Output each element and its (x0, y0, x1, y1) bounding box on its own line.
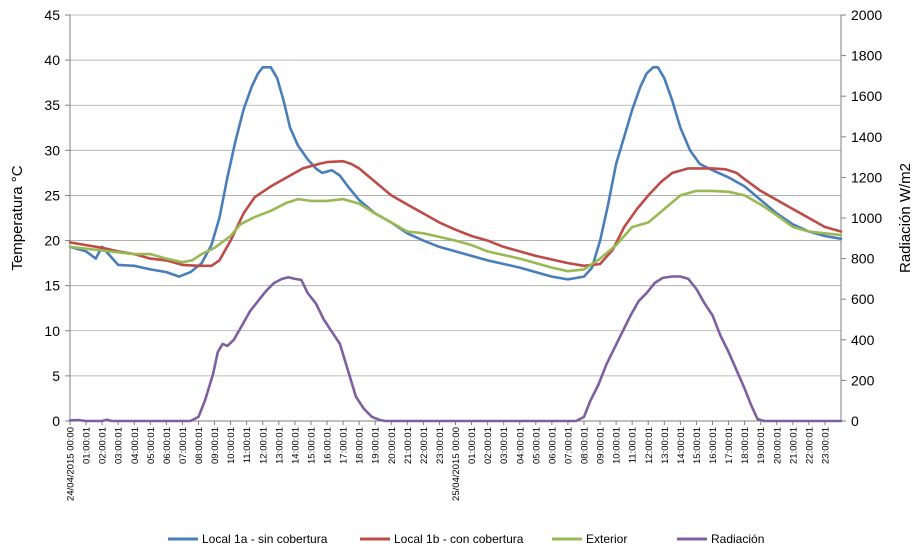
x-tick-label: 01:00:01 (82, 427, 93, 464)
x-tick-label: 07:00:01 (563, 427, 574, 464)
left-tick-label: 5 (52, 368, 60, 384)
right-tick-label: 400 (851, 332, 875, 348)
right-tick-label: 2000 (851, 7, 882, 23)
x-tick-label: 04:00:01 (515, 427, 526, 464)
x-tick-label: 03:00:01 (499, 427, 510, 464)
x-tick-label: 18:00:01 (355, 427, 366, 464)
x-tick-label: 19:00:01 (756, 427, 767, 464)
right-tick-label: 1800 (851, 48, 882, 64)
x-tick-label: 21:00:01 (788, 427, 799, 464)
right-tick-label: 200 (851, 372, 875, 388)
left-axis-ticks: 0 5 10 15 20 25 30 35 40 45 (44, 7, 70, 429)
x-tick-label: 06:00:01 (162, 427, 173, 464)
left-tick-label: 20 (44, 233, 60, 249)
x-tick-label: 05:00:01 (531, 427, 542, 464)
x-tick-label: 18:00:01 (740, 427, 751, 464)
x-tick-label: 21:00:01 (403, 427, 414, 464)
x-tick-label: 23:00:01 (820, 427, 831, 464)
x-tick-label: 07:00:01 (178, 427, 189, 464)
x-tick-label: 15:00:01 (306, 427, 317, 464)
x-tick-label: 20:00:01 (772, 427, 783, 464)
x-tick-label: 02:00:01 (483, 427, 494, 464)
legend-label: Local 1b - con cobertura (394, 532, 524, 546)
left-tick-label: 25 (44, 187, 60, 203)
right-tick-label: 1000 (851, 210, 882, 226)
x-tick-label: 11:00:01 (628, 427, 639, 463)
x-tick-label: 03:00:01 (114, 427, 125, 464)
x-tick-label: 24/04/2015 00:00 (66, 427, 77, 501)
x-tick-label: 22:00:01 (804, 427, 815, 464)
right-tick-label: 800 (851, 251, 875, 267)
legend: Local 1a - sin cobertura Local 1b - con c… (168, 532, 764, 546)
series-line-2 (68, 189, 843, 273)
x-tick-label: 09:00:01 (596, 427, 607, 464)
x-tick-label: 16:00:01 (323, 427, 334, 464)
series-line-0 (68, 66, 843, 281)
left-tick-label: 45 (44, 7, 60, 23)
left-tick-label: 35 (44, 97, 60, 113)
right-axis-ticks: 0 200 400 600 800 1000 1200 1400 1600 1800 2000 (841, 7, 882, 429)
x-tick-label: 25/04/2015 00:00 (451, 427, 462, 501)
legend-label: Local 1a - sin cobertura (202, 532, 328, 546)
x-tick-label: 15:00:01 (692, 427, 703, 464)
x-tick-label: 13:00:01 (660, 427, 671, 464)
x-tick-label: 05:00:01 (146, 427, 157, 464)
series-lines (68, 66, 843, 423)
x-tick-label: 13:00:01 (274, 427, 285, 464)
x-tick-label: 10:00:01 (612, 427, 623, 464)
series-line-3 (68, 275, 843, 423)
x-tick-label: 08:00:01 (580, 427, 591, 464)
x-tick-label: 23:00:01 (435, 427, 446, 464)
x-tick-label: 12:00:01 (258, 427, 269, 464)
x-tick-label: 22:00:01 (419, 427, 430, 464)
x-tick-label: 09:00:01 (210, 427, 221, 464)
x-axis-ticks: 24/04/2015 00:00 01:00:01 02:00:01 03:00:01… (66, 421, 831, 501)
series-line-1 (68, 159, 843, 268)
right-tick-label: 1600 (851, 88, 882, 104)
x-tick-label: 11:00:01 (242, 427, 253, 463)
x-tick-label: 08:00:01 (194, 427, 205, 464)
left-axis-title: Temperatura °C (9, 165, 26, 270)
x-tick-label: 20:00:01 (387, 427, 398, 464)
x-tick-label: 19:00:01 (371, 427, 382, 464)
x-tick-label: 10:00:01 (226, 427, 237, 464)
x-tick-label: 17:00:01 (724, 427, 735, 464)
x-tick-label: 17:00:01 (339, 427, 350, 464)
x-tick-label: 01:00:01 (467, 427, 478, 464)
x-tick-label: 16:00:01 (708, 427, 719, 464)
x-tick-label: 04:00:01 (130, 427, 141, 464)
left-tick-label: 15 (44, 278, 60, 294)
right-axis-title: Radiación W/m2 (897, 163, 914, 273)
axes (69, 15, 842, 422)
right-tick-label: 0 (851, 413, 859, 429)
left-tick-label: 30 (44, 142, 60, 158)
left-tick-label: 10 (44, 323, 60, 339)
x-tick-label: 14:00:01 (676, 427, 687, 464)
left-tick-label: 40 (44, 52, 60, 68)
legend-label: Radiación (711, 532, 764, 546)
gridlines (70, 14, 841, 422)
x-tick-label: 02:00:01 (98, 427, 109, 464)
right-tick-label: 600 (851, 291, 875, 307)
x-tick-label: 06:00:01 (547, 427, 558, 464)
x-tick-label: 14:00:01 (290, 427, 301, 464)
right-tick-label: 1200 (851, 169, 882, 185)
x-tick-label: 12:00:01 (644, 427, 655, 464)
legend-label: Exterior (586, 532, 627, 546)
right-tick-label: 1400 (851, 129, 882, 145)
left-tick-label: 0 (52, 413, 60, 429)
